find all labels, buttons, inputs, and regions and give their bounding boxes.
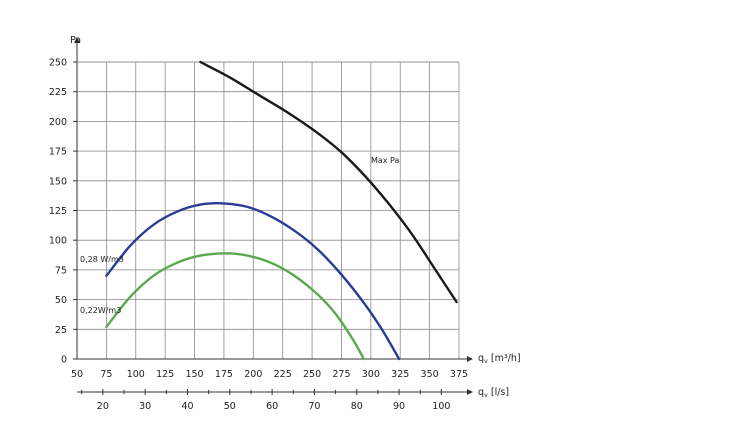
x2-axis-label-sub: v: [484, 391, 488, 399]
y-axis-label: Pa: [70, 35, 81, 46]
chart-grid: [77, 61, 460, 360]
chart-axes: [73, 37, 473, 395]
series-label: 0,22W/m3: [80, 306, 121, 315]
x-tick-label: 100: [127, 369, 145, 380]
x-tick-label: 275: [332, 369, 350, 380]
x-tick-label: 350: [421, 369, 439, 380]
x-tick-label: 325: [391, 369, 409, 380]
series-line: [105, 202, 401, 361]
y-axis-arrow: [74, 37, 80, 43]
series-line: [105, 252, 365, 361]
y-tick-label: 250: [49, 58, 67, 69]
x2-axis-label-q: q: [478, 387, 484, 398]
x2-tick-label: 50: [224, 401, 236, 412]
x-tick-label: 150: [185, 369, 203, 380]
x-tick-label: 375: [450, 369, 468, 380]
series-label: 0,28 W/m3: [80, 255, 124, 264]
x-tick-label: 300: [362, 369, 380, 380]
x2-tick-label: 70: [308, 401, 320, 412]
x-tick-label: 50: [71, 369, 83, 380]
x2-axis-arrow: [467, 389, 473, 395]
x2-tick-label: 80: [351, 401, 363, 412]
x2-tick-label: 20: [97, 401, 109, 412]
chart-tick-labels: 0 25 50 75 100 125 150 175 200 225 250 50 75 100 125 15…: [49, 58, 468, 413]
x-tick-label: 125: [156, 369, 174, 380]
x2-tick-label: 100: [432, 401, 450, 412]
svg-text:qv[l/s]: qv [l/s]: [478, 387, 509, 399]
x-tick-label: 75: [100, 369, 112, 380]
x2-tick-label: 60: [266, 401, 278, 412]
x-tick-label: 200: [244, 369, 262, 380]
chart-series: Max Pa 0,28 W/m3 0,22W/m3: [80, 60, 458, 361]
series-label: Max Pa: [371, 156, 400, 165]
x-axis-unit: [m³/h]: [491, 353, 521, 364]
x2-tick-label: 90: [393, 401, 405, 412]
y-tick-label: 150: [49, 176, 67, 187]
y-tick-label: 0: [61, 355, 67, 366]
series-line: [199, 60, 458, 304]
y-tick-label: 200: [49, 117, 67, 128]
x-axis-arrow: [467, 356, 473, 362]
y-tick-label: 50: [55, 295, 67, 306]
x2-tick-label: 30: [139, 401, 151, 412]
x2-axis-unit: [l/s]: [491, 387, 509, 398]
y-tick-label: 175: [49, 147, 67, 158]
x-tick-label: 225: [274, 369, 292, 380]
y-tick-label: 100: [49, 236, 67, 247]
x2-tick-label: 40: [181, 401, 193, 412]
x-axis-label-q: q: [478, 353, 484, 364]
x-axis-label-sub: v: [484, 357, 488, 365]
x-tick-label: 175: [215, 369, 233, 380]
y-tick-label: 225: [49, 87, 67, 98]
y-tick-label: 25: [55, 325, 67, 336]
x-axis-label: qv [m³/h]: [478, 353, 521, 365]
x-tick-label: 250: [303, 369, 321, 380]
svg-text:qv[m³/h]: qv [m³/h]: [478, 353, 521, 365]
y-tick-label: 75: [55, 265, 67, 276]
y-tick-label: 125: [49, 206, 67, 217]
x2-axis-label: qv [l/s]: [478, 387, 509, 399]
